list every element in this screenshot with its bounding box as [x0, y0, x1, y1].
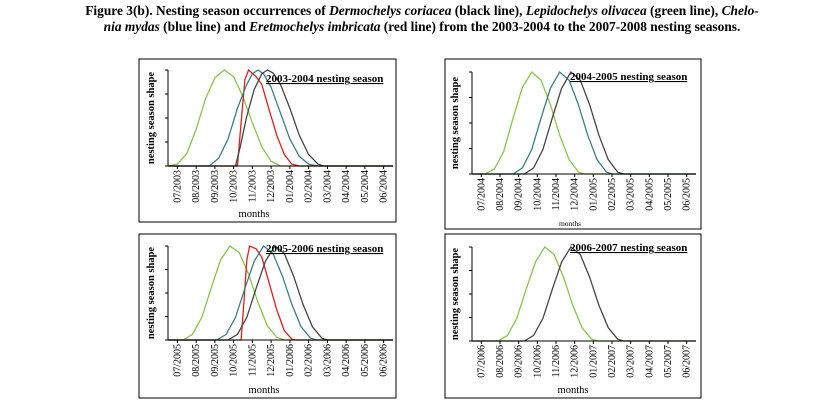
x-tick-label: 11/2004 [551, 178, 562, 210]
series-line-3 [472, 70, 696, 175]
series-line-4 [168, 245, 393, 341]
x-tick-label: 03/2004 [322, 170, 333, 203]
x-tick-label: 06/2006 [379, 344, 390, 377]
series-line-1 [167, 69, 393, 167]
x-tick-label: 09/2004 [514, 178, 525, 211]
x-tick-label: 08/2006 [495, 345, 506, 378]
x-tick-label: 05/2007 [663, 345, 674, 378]
x-tick-label: 05/2006 [360, 344, 371, 377]
chart-panel-2: 07/2004 08/2004 09/2004 10/2004 11/2004 12/20… [444, 58, 702, 230]
x-tick-label: 02/2007 [607, 345, 618, 378]
x-tick-label: 04/2007 [644, 345, 655, 378]
x-tick-label: 09/2003 [210, 170, 221, 203]
chart-frame [138, 233, 397, 399]
chart-title: 2004-2005 nesting season [570, 71, 687, 83]
x-tick-label: 01/2004 [285, 170, 296, 203]
x-axis-label: months [239, 209, 270, 220]
y-axis-label: nesting season shape [146, 72, 157, 165]
chart-panel-1: 07/2003 08/2003 09/2003 10/2003 11/2003 12/20… [138, 58, 397, 223]
series-line-1 [168, 245, 393, 341]
chart-panel-4: 07/2006 08/2006 09/2006 10/2006 11/2006 12/20… [444, 233, 702, 399]
x-axis-label: months [558, 385, 589, 396]
series-line-2 [168, 245, 393, 341]
x-tick-label: 07/2006 [476, 345, 487, 378]
x-tick-label: 11/2005 [247, 344, 258, 376]
x-tick-label: 01/2007 [588, 345, 599, 378]
x-axis-label: months [249, 385, 280, 396]
x-tick-label: 10/2004 [532, 178, 543, 211]
caption-line-1: Figure 3(b). Nesting season occurrences … [16, 3, 828, 19]
series-line-1 [472, 246, 696, 342]
chart-title: 2003-2004 nesting season [266, 73, 383, 85]
x-tick-label: 02/2006 [304, 344, 315, 377]
species-name: nia mydas [103, 19, 160, 34]
caption-text: (green line), [646, 3, 722, 18]
x-tick-label: 07/2004 [476, 178, 487, 211]
chart-panel-3: 07/2005 08/2005 09/2005 10/2005 11/2005 12/20… [138, 233, 397, 399]
x-tick-label: 04/2004 [341, 170, 352, 203]
x-tick-label: 12/2003 [266, 170, 277, 203]
x-tick-label: 09/2006 [514, 345, 525, 378]
chart-title: 2005-2006 nesting season [266, 243, 383, 255]
x-tick-label: 08/2004 [495, 178, 506, 211]
species-name: Dermochelys coriacea [329, 3, 452, 18]
series-line-3 [168, 69, 393, 167]
x-tick-label: 06/2007 [682, 345, 693, 378]
x-tick-label: 08/2003 [191, 170, 202, 203]
x-tick-label: 08/2005 [191, 344, 202, 377]
x-tick-label: 03/2006 [322, 344, 333, 377]
y-axis-label: nesting season shape [450, 248, 461, 341]
x-tick-label: 02/2004 [304, 170, 315, 203]
x-tick-label: 01/2005 [588, 178, 599, 211]
figure-caption: Figure 3(b). Nesting season occurrences … [16, 3, 828, 35]
species-name: Lepidochelys olivacea [525, 3, 647, 18]
x-tick-label: 12/2005 [266, 344, 277, 377]
x-tick-label: 12/2006 [570, 345, 581, 378]
x-tick-label: 04/2005 [644, 178, 655, 211]
x-tick-label: 05/2004 [360, 170, 371, 203]
caption-text: (black line), [451, 3, 526, 18]
series-line-2 [168, 68, 393, 167]
x-tick-label: 06/2005 [682, 178, 693, 211]
x-tick-label: 03/2005 [626, 178, 637, 211]
caption-text: (blue line) and [159, 19, 250, 34]
x-tick-label: 05/2005 [663, 178, 674, 211]
series-line-3 [168, 245, 393, 341]
x-tick-label: 01/2006 [285, 344, 296, 377]
x-tick-label: 04/2006 [341, 344, 352, 377]
x-tick-label: 07/2003 [172, 170, 183, 203]
series-line-1 [472, 71, 696, 175]
y-axis-label: nesting season shape [450, 77, 461, 170]
x-axis-label: months [559, 219, 581, 228]
x-tick-label: 10/2005 [229, 344, 240, 377]
x-tick-label: 09/2005 [210, 344, 221, 377]
x-tick-label: 06/2004 [379, 170, 390, 203]
x-tick-label: 11/2003 [247, 170, 258, 202]
x-tick-label: 03/2007 [626, 345, 637, 378]
species-name: Chelo- [721, 3, 759, 18]
x-tick-label: 10/2003 [229, 170, 240, 203]
x-tick-label: 02/2005 [607, 178, 618, 211]
series-line-2 [472, 246, 696, 342]
species-name: Eretmochelys imbricata [249, 19, 381, 34]
chart-frame [138, 58, 397, 223]
y-axis-label: nesting season shape [146, 247, 157, 340]
series-line-4 [168, 69, 393, 167]
caption-line-2: nia mydas (blue line) and Eretmochelys i… [16, 19, 828, 35]
chart-title: 2006-2007 nesting season [570, 242, 687, 254]
x-tick-label: 07/2005 [172, 344, 183, 377]
chart-frame [444, 233, 702, 399]
x-tick-label: 12/2004 [570, 178, 581, 211]
caption-text: (red line) from the 2003-2004 to the 200… [380, 19, 741, 34]
caption-text: Figure 3(b). Nesting season occurrences … [85, 3, 330, 18]
x-tick-label: 10/2006 [532, 345, 543, 378]
series-line-2 [472, 70, 696, 175]
x-tick-label: 11/2006 [551, 345, 562, 377]
chart-frame [444, 58, 702, 230]
